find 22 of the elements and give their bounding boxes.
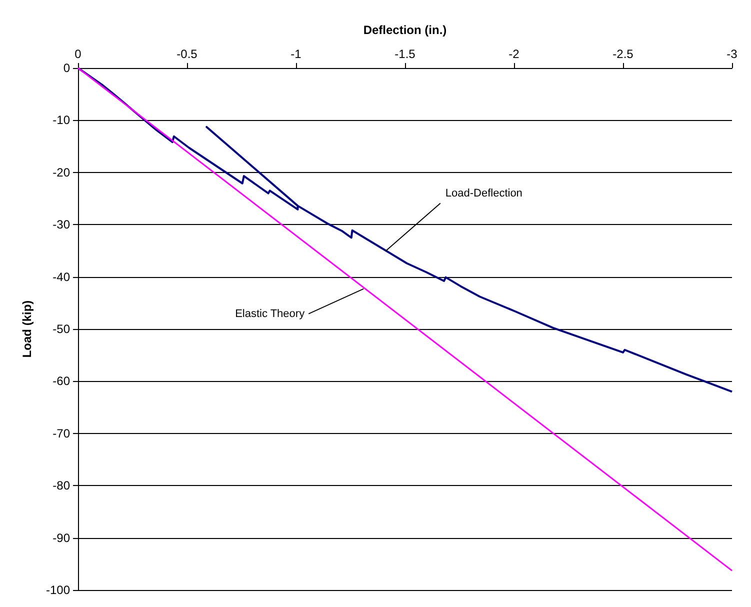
x-axis-title: Deflection (in.): [363, 23, 447, 37]
y-tick-label: -40: [52, 270, 70, 284]
x-tick-label: -2: [508, 47, 520, 61]
y-tick-label: -90: [52, 530, 70, 545]
y-tick-label: -80: [52, 478, 70, 493]
y-tick-label: -60: [52, 374, 70, 388]
y-tick-label: -30: [52, 218, 70, 232]
annotation: Elastic Theory: [235, 308, 306, 320]
x-tick-label: -2.5: [612, 47, 634, 61]
x-tick-label: -0.5: [176, 47, 198, 61]
x-tick-label: -1.5: [394, 47, 416, 61]
y-tick-label: -10: [52, 113, 70, 128]
y-tick-label: -20: [52, 165, 70, 180]
x-tick-label: 0: [74, 47, 82, 61]
y-axis-title: Load (kip): [20, 300, 34, 358]
y-tick-label: -70: [52, 426, 70, 440]
x-tick-label: -1: [290, 47, 302, 61]
y-tick-label: -50: [52, 322, 70, 336]
x-tick-label: -3: [726, 47, 738, 61]
y-tick-label: 0: [63, 61, 70, 75]
annotation: Load-Deflection: [445, 188, 522, 200]
y-tick-label: -100: [46, 583, 70, 597]
